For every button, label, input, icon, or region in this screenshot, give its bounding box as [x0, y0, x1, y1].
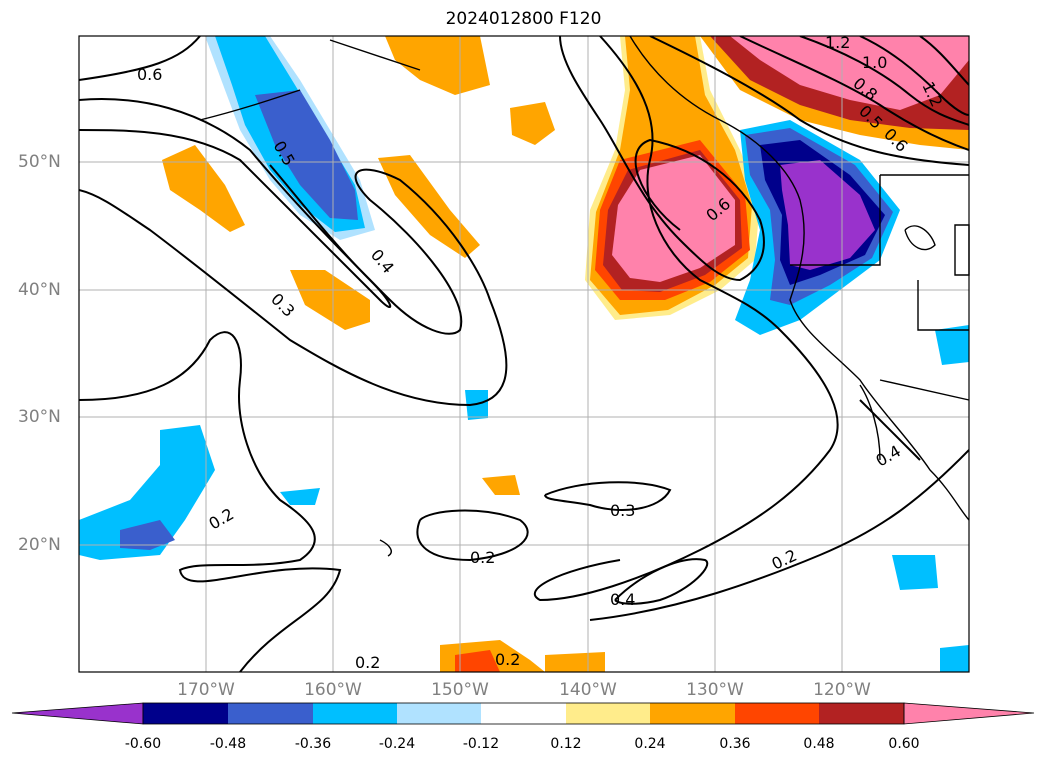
contour-label: 0.2: [355, 653, 380, 672]
map-frame: [78, 35, 970, 673]
colorbar-tick: 0.12: [550, 736, 582, 752]
colorbar-tick: 0.60: [888, 736, 920, 752]
coastlines: [199, 35, 970, 557]
positive-anomaly-region: [730, 36, 969, 110]
negative-anomaly-region: [280, 488, 320, 505]
negative-anomaly-region: [892, 555, 938, 590]
lat-label-30n: 30°N: [18, 407, 61, 427]
lat-label-20n: 20°N: [18, 535, 61, 555]
lon-label-150w: 150°W: [431, 680, 489, 700]
lon-label-170w: 170°W: [177, 680, 235, 700]
colorbar-tick: -0.24: [378, 736, 416, 752]
contour-label: 0.3: [267, 289, 298, 320]
positive-anomaly-region: [510, 102, 555, 145]
positive-anomaly-region: [482, 475, 520, 495]
contour-label: 0.2: [470, 548, 495, 567]
positive-anomaly-region: [455, 650, 500, 672]
colorbar-tick: 0.24: [634, 736, 666, 752]
colorbar-tick: 0.48: [803, 736, 835, 752]
colorbar-extend-high: [903, 702, 1035, 725]
colorbar-extend-low: [11, 702, 144, 725]
colorbar-tick: 0.36: [719, 736, 751, 752]
negative-anomaly-region: [940, 645, 969, 672]
negative-anomaly-region: [120, 520, 175, 550]
lat-label-50n: 50°N: [18, 152, 61, 172]
contour-label: 1.0: [862, 53, 887, 72]
graticule: [79, 36, 969, 672]
colorbar-tick: -0.36: [294, 736, 332, 752]
negative-anomaly-region: [935, 325, 969, 365]
negative-anomaly-region: [79, 425, 215, 560]
contour-label: 0.4: [367, 245, 398, 277]
contour-label: 0.3: [610, 501, 635, 520]
colorbar-tick: -0.48: [209, 736, 247, 752]
shaded-anomaly-layer: [79, 36, 969, 672]
contour-label: 1.2: [825, 33, 850, 52]
colorbar: [11, 702, 1035, 725]
contour-label: 0.2: [206, 504, 238, 533]
positive-anomaly-region: [385, 36, 490, 95]
negative-anomaly-region: [255, 90, 358, 220]
colorbar-tick: -0.12: [462, 736, 500, 752]
contour-lines: [79, 36, 969, 672]
lon-label-130w: 130°W: [686, 680, 744, 700]
positive-anomaly-region: [162, 145, 245, 232]
map-title: 2024012800 F120: [445, 9, 602, 29]
positive-anomaly-region: [290, 270, 370, 330]
contour-label: 0.4: [610, 590, 635, 609]
contour-label: 0.4: [873, 441, 905, 470]
contour-label: 0.2: [769, 546, 800, 574]
lat-label-40n: 40°N: [18, 280, 61, 300]
lon-label-140w: 140°W: [559, 680, 617, 700]
contour-label: 0.2: [495, 650, 520, 669]
lon-label-120w: 120°W: [813, 680, 871, 700]
colorbar-tick: -0.60: [124, 736, 162, 752]
contour-label: 0.6: [137, 65, 162, 84]
positive-anomaly-region: [545, 652, 605, 672]
lon-label-160w: 160°W: [304, 680, 362, 700]
